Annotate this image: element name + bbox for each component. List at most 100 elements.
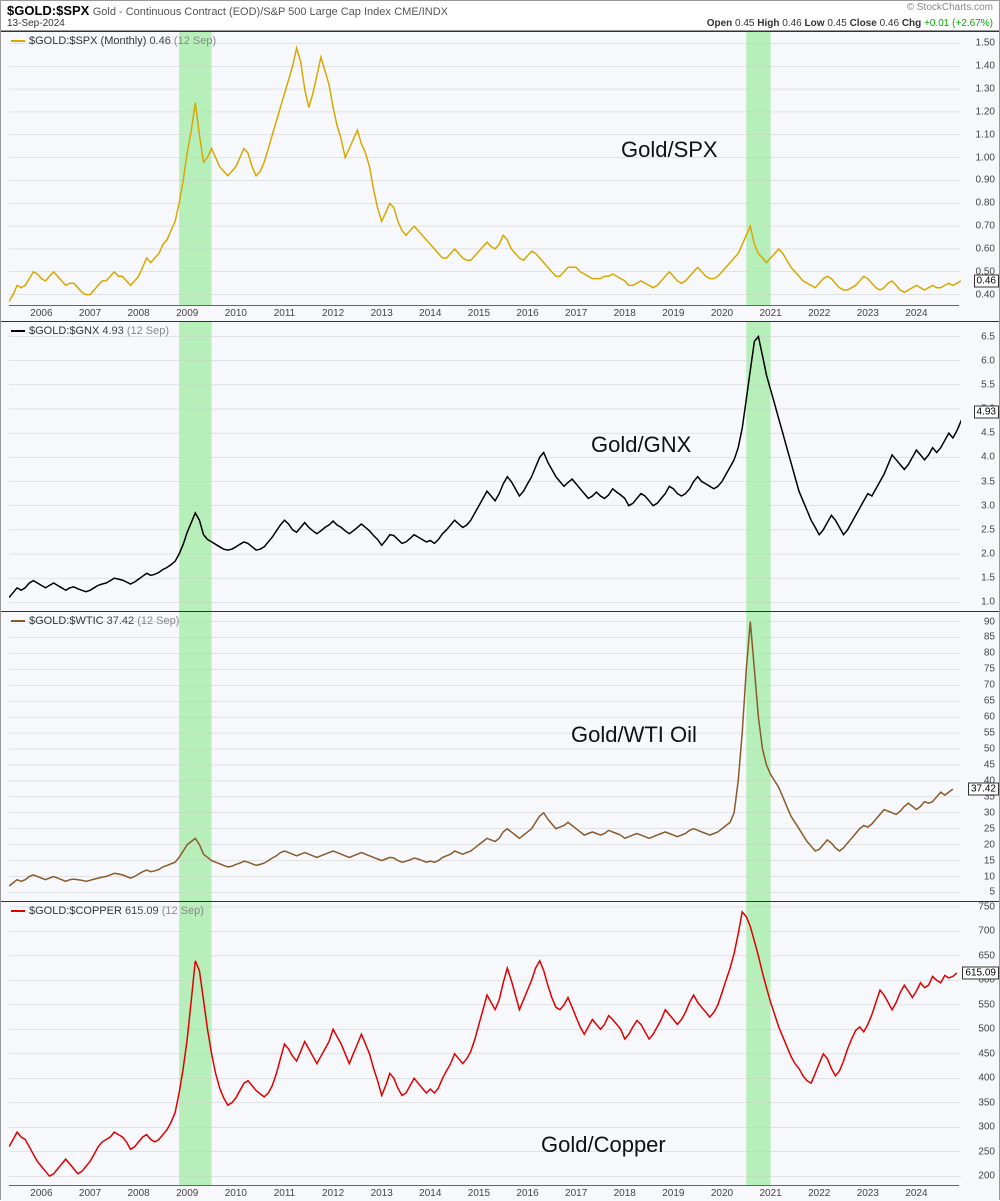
x-tick: 2021 — [759, 308, 781, 319]
y-tick: 200 — [978, 1171, 995, 1182]
x-tick: 2024 — [905, 1188, 927, 1199]
y-tick: 65 — [984, 696, 995, 707]
x-tick: 2008 — [128, 308, 150, 319]
x-tick: 2016 — [516, 1188, 538, 1199]
y-tick: 1.30 — [976, 84, 995, 95]
y-axis: 200250300350400450500550600650700750615.… — [959, 902, 999, 1186]
last-value-box: 615.09 — [962, 966, 999, 979]
y-tick: 60 — [984, 712, 995, 723]
y-tick: 0.40 — [976, 289, 995, 300]
last-value-box: 37.42 — [968, 783, 999, 796]
y-tick: 6.5 — [981, 331, 995, 342]
x-tick: 2020 — [711, 308, 733, 319]
chart-container: $GOLD:$SPX Gold - Continuous Contract (E… — [0, 0, 1000, 1200]
y-tick: 1.50 — [976, 38, 995, 49]
x-tick: 2011 — [274, 308, 296, 319]
plot-svg — [9, 612, 961, 902]
y-tick: 450 — [978, 1048, 995, 1059]
y-axis: 0.400.500.600.700.800.901.001.101.201.30… — [959, 32, 999, 306]
plot-svg — [9, 902, 961, 1186]
panels-area: $GOLD:$SPX (Monthly) 0.46 (12 Sep)Gold/S… — [1, 31, 999, 1201]
y-tick: 75 — [984, 664, 995, 675]
y-tick: 5.5 — [981, 379, 995, 390]
x-tick: 2007 — [79, 308, 101, 319]
y-tick: 4.5 — [981, 428, 995, 439]
plot-svg — [9, 322, 961, 612]
x-tick: 2013 — [371, 308, 393, 319]
attribution: © StockCharts.com — [907, 2, 993, 13]
x-tick: 2017 — [565, 1188, 587, 1199]
y-tick: 350 — [978, 1097, 995, 1108]
y-tick: 90 — [984, 616, 995, 627]
y-tick: 80 — [984, 648, 995, 659]
panel-legend: $GOLD:$SPX (Monthly) 0.46 (12 Sep) — [11, 35, 216, 47]
y-tick: 750 — [978, 901, 995, 912]
y-tick: 1.10 — [976, 129, 995, 140]
y-tick: 300 — [978, 1122, 995, 1133]
series-line — [9, 48, 961, 301]
y-axis: 1.01.52.02.53.03.54.04.55.05.56.06.54.93 — [959, 322, 999, 612]
last-value-box: 4.93 — [974, 406, 999, 419]
y-tick: 3.5 — [981, 476, 995, 487]
y-tick: 30 — [984, 807, 995, 818]
y-tick: 15 — [984, 855, 995, 866]
x-tick: 2012 — [322, 1188, 344, 1199]
x-tick: 2019 — [662, 1188, 684, 1199]
chart-header: $GOLD:$SPX Gold - Continuous Contract (E… — [1, 1, 999, 31]
x-tick: 2023 — [857, 1188, 879, 1199]
series-line — [9, 622, 953, 887]
x-tick: 2009 — [176, 308, 198, 319]
y-tick: 85 — [984, 632, 995, 643]
y-tick: 25 — [984, 823, 995, 834]
y-tick: 1.0 — [981, 597, 995, 608]
y-tick: 0.90 — [976, 175, 995, 186]
x-tick: 2015 — [468, 308, 490, 319]
x-tick: 2012 — [322, 308, 344, 319]
y-tick: 1.20 — [976, 106, 995, 117]
y-tick: 6.0 — [981, 355, 995, 366]
x-tick: 2016 — [516, 308, 538, 319]
plot-svg — [9, 32, 961, 306]
x-tick: 2023 — [857, 308, 879, 319]
x-tick: 2014 — [419, 1188, 441, 1199]
x-tick: 2010 — [225, 1188, 247, 1199]
last-value-box: 0.46 — [974, 274, 999, 287]
y-tick: 10 — [984, 871, 995, 882]
symbol-description: Gold - Continuous Contract (EOD)/S&P 500… — [93, 6, 391, 18]
x-tick: 2011 — [274, 1188, 296, 1199]
y-axis: 5101520253035404550556065707580859037.42 — [959, 612, 999, 902]
y-tick: 2.0 — [981, 549, 995, 560]
y-tick: 2.5 — [981, 524, 995, 535]
x-tick: 2008 — [128, 1188, 150, 1199]
x-tick: 2022 — [808, 1188, 830, 1199]
x-tick: 2018 — [614, 1188, 636, 1199]
y-tick: 700 — [978, 926, 995, 937]
y-tick: 70 — [984, 680, 995, 691]
x-tick: 2022 — [808, 308, 830, 319]
x-tick: 2015 — [468, 1188, 490, 1199]
y-tick: 55 — [984, 728, 995, 739]
y-tick: 500 — [978, 1024, 995, 1035]
y-tick: 45 — [984, 759, 995, 770]
x-tick: 2010 — [225, 308, 247, 319]
y-tick: 0.80 — [976, 198, 995, 209]
y-tick: 0.70 — [976, 221, 995, 232]
y-tick: 0.60 — [976, 243, 995, 254]
y-tick: 650 — [978, 950, 995, 961]
y-tick: 20 — [984, 839, 995, 850]
x-tick: 2006 — [30, 1188, 52, 1199]
x-axis: 2006200720082009201020112012201320142015… — [9, 1185, 959, 1201]
x-axis: 2006200720082009201020112012201320142015… — [9, 305, 959, 321]
x-tick: 2019 — [662, 308, 684, 319]
chart-date: 13-Sep-2024 — [7, 18, 65, 29]
x-tick: 2018 — [614, 308, 636, 319]
panel-gold_copper: $GOLD:$COPPER 615.09 (12 Sep)Gold/Copper… — [1, 901, 999, 1201]
y-tick: 250 — [978, 1146, 995, 1157]
series-line — [9, 337, 961, 598]
exchange-label: CME/INDX — [394, 6, 448, 18]
panel-legend: $GOLD:$WTIC 37.42 (12 Sep) — [11, 615, 179, 627]
panel-legend: $GOLD:$GNX 4.93 (12 Sep) — [11, 325, 169, 337]
x-tick: 2009 — [176, 1188, 198, 1199]
ohlc-block: Open 0.45 High 0.46 Low 0.45 Close 0.46 … — [707, 18, 993, 29]
symbol: $GOLD:$SPX — [7, 3, 89, 18]
